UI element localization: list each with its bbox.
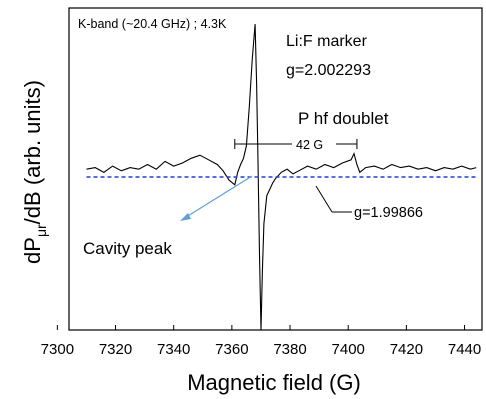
doublet-g-label: g=1.99866 [354,205,423,221]
x-tick-label: 7380 [273,341,306,358]
x-tick-label: 7320 [99,341,132,358]
cavity-arrow-head [180,213,191,221]
cavity-label: Cavity peak [83,239,172,258]
x-tick-label: 7300 [41,341,74,358]
plot-frame [68,7,483,331]
band-label: K-band (~20.4 GHz) ; 4.3K [78,17,227,31]
doublet-spacing-label: 42 G [296,138,323,152]
x-axis-ticks: 7300 7320 7340 7360 7380 7400 7420 7440 [41,325,481,358]
x-tick-label: 7440 [448,341,481,358]
spectrum-series [86,24,477,330]
y-axis-title-main: dP [20,237,45,264]
y-axis-title-rest: /dB (arb. units) [20,80,45,224]
x-axis-title: Magnetic field (G) [187,370,361,395]
x-tick-label: 7360 [215,341,248,358]
x-tick-label: 7340 [157,341,190,358]
g-leader-line [315,185,333,213]
marker-label: Li:F marker [286,33,368,50]
cavity-arrow-line [182,175,253,220]
x-tick-label: 7420 [390,341,423,358]
series-layer [86,24,477,330]
x-tick-label: 7400 [332,341,365,358]
doublet-label: P hf doublet [298,109,389,128]
doublet-bracket [234,139,358,149]
y-axis-title-sub: μr [33,224,49,237]
y-axis-title: dPμr/dB (arb. units) [20,80,49,264]
marker-g-label: g=2.002293 [286,62,371,79]
